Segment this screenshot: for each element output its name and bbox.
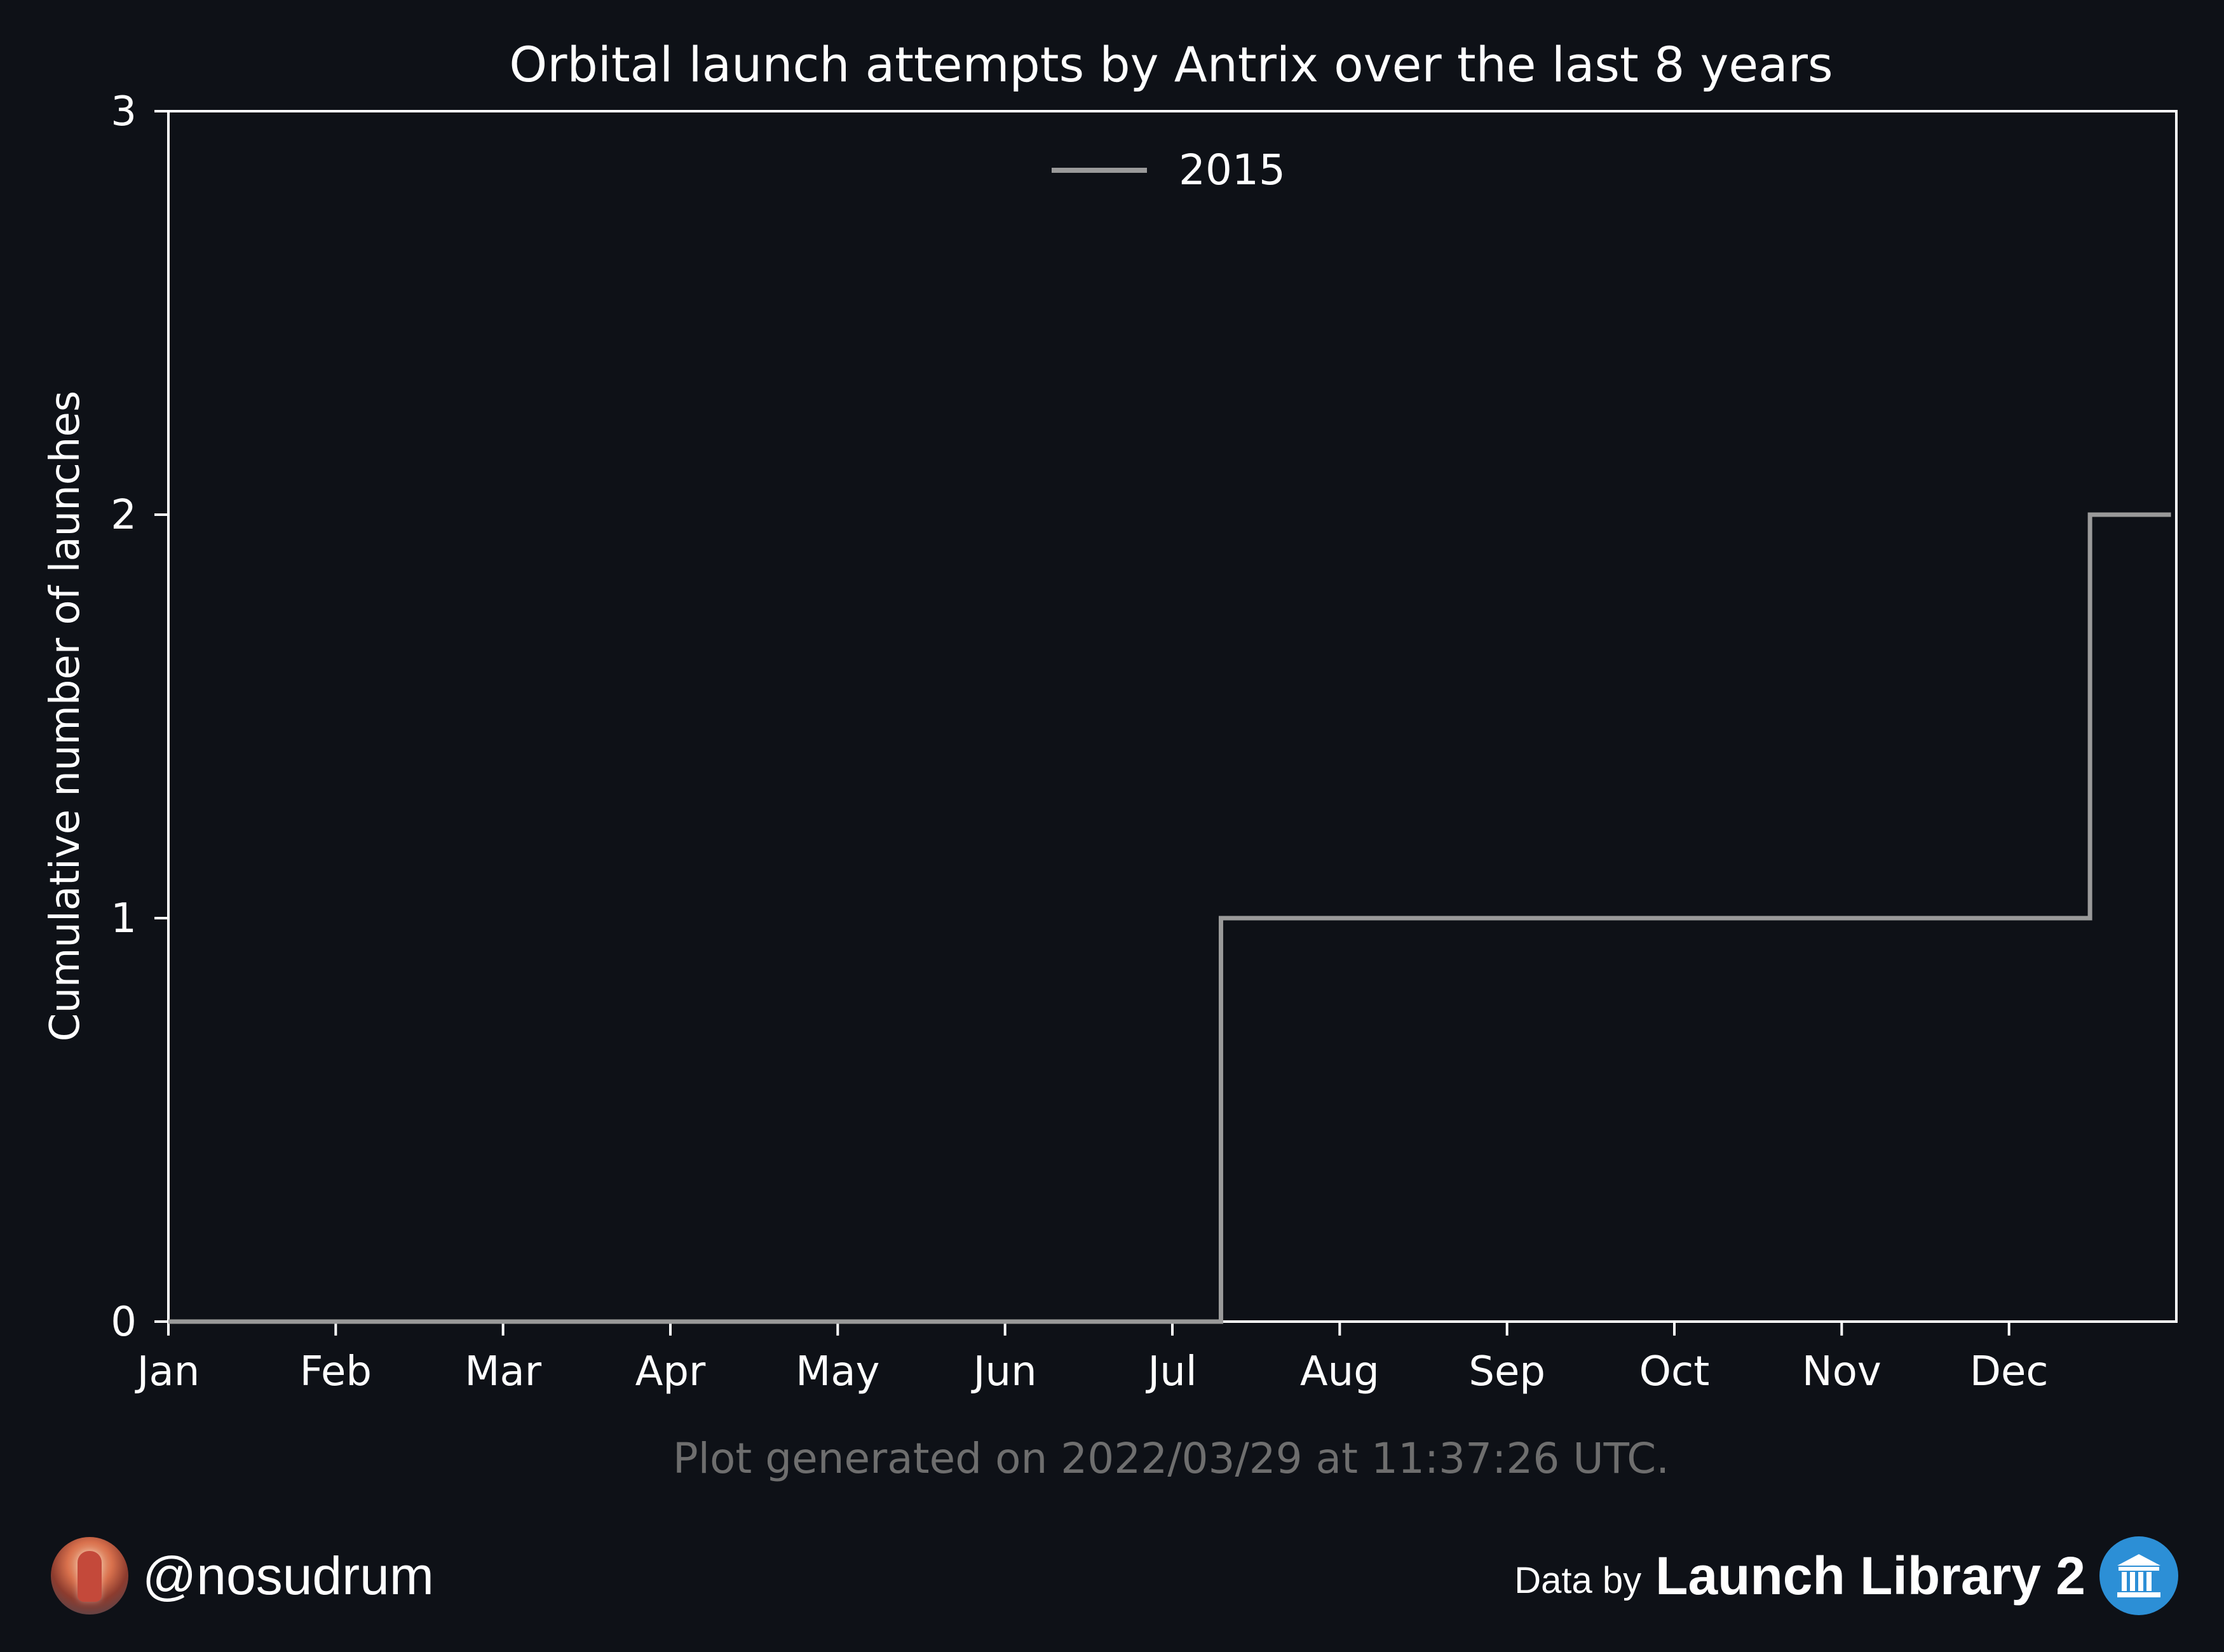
series-line-2015 xyxy=(168,512,2171,1324)
legend-label: 2015 xyxy=(1179,146,1285,194)
x-tick-label: Aug xyxy=(1300,1348,1380,1395)
plot-frame xyxy=(167,110,2178,1323)
data-by-label: Data by xyxy=(1514,1559,1642,1601)
x-tick-label: Mar xyxy=(464,1348,541,1395)
x-tick-label: Jan xyxy=(135,1348,200,1395)
x-tick-label: Dec xyxy=(1970,1348,2049,1395)
author-handle: @nosudrum xyxy=(142,1545,434,1606)
x-tick-label: Apr xyxy=(635,1348,706,1395)
x-tick-label: Feb xyxy=(300,1348,372,1395)
plot-generated-note: Plot generated on 2022/03/29 at 11:37:26… xyxy=(673,1434,1669,1483)
data-source-name: Launch Library 2 xyxy=(1655,1545,2085,1606)
chart-title: Orbital launch attempts by Antrix over t… xyxy=(509,36,1833,93)
x-axis: Jan Feb Mar Apr May Jun Jul Aug Sep Oct Nov Dec xyxy=(135,1322,2049,1395)
y-axis-label: Cumulative number of launches xyxy=(42,391,89,1041)
y-tick-label: 3 xyxy=(111,88,137,135)
museum-icon xyxy=(2099,1536,2178,1615)
chart: Orbital launch attempts by Antrix over t… xyxy=(42,36,2178,1483)
x-tick-label: Jun xyxy=(971,1348,1037,1395)
astronaut-avatar-icon xyxy=(51,1537,128,1615)
y-tick-label: 1 xyxy=(111,895,137,942)
x-tick-label: Sep xyxy=(1468,1348,1545,1395)
x-tick-label: May xyxy=(796,1348,879,1395)
legend: 2015 xyxy=(1052,146,1285,194)
x-tick-label: Oct xyxy=(1639,1348,1710,1395)
x-tick-label: Jul xyxy=(1145,1348,1197,1395)
series-layer xyxy=(168,512,2171,1324)
x-tick-label: Nov xyxy=(1802,1348,1882,1395)
y-axis: 0 1 2 3 xyxy=(111,88,168,1346)
y-tick-label: 2 xyxy=(111,492,137,539)
y-tick-label: 0 xyxy=(111,1299,137,1346)
author-credit: @nosudrum xyxy=(51,1536,434,1615)
data-source-credit: Data by Launch Library 2 xyxy=(1514,1536,2178,1615)
